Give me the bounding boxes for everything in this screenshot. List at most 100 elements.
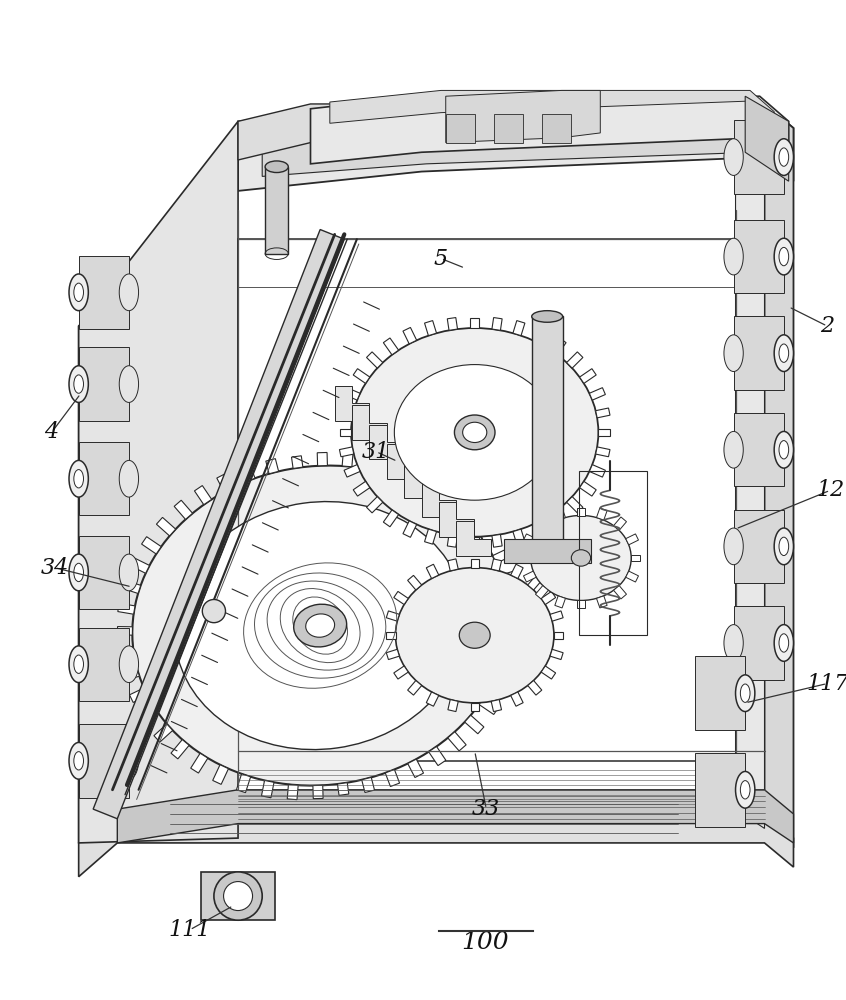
Polygon shape bbox=[425, 321, 437, 336]
Ellipse shape bbox=[294, 604, 347, 647]
Polygon shape bbox=[470, 559, 479, 568]
Polygon shape bbox=[79, 347, 129, 421]
Polygon shape bbox=[412, 467, 427, 486]
Polygon shape bbox=[429, 746, 446, 766]
Polygon shape bbox=[506, 593, 520, 604]
Polygon shape bbox=[154, 724, 173, 742]
Polygon shape bbox=[555, 596, 565, 608]
Ellipse shape bbox=[223, 882, 253, 911]
Ellipse shape bbox=[779, 148, 788, 166]
Polygon shape bbox=[733, 316, 784, 390]
Polygon shape bbox=[344, 465, 360, 477]
Polygon shape bbox=[580, 481, 596, 496]
Ellipse shape bbox=[132, 466, 508, 786]
Ellipse shape bbox=[779, 537, 788, 556]
Polygon shape bbox=[508, 616, 523, 625]
Text: 4: 4 bbox=[45, 421, 58, 443]
Polygon shape bbox=[408, 575, 421, 590]
Polygon shape bbox=[598, 429, 610, 436]
Circle shape bbox=[202, 599, 226, 623]
Text: 100: 100 bbox=[461, 931, 509, 954]
Ellipse shape bbox=[774, 139, 794, 175]
Polygon shape bbox=[141, 537, 162, 554]
Polygon shape bbox=[93, 230, 344, 819]
Polygon shape bbox=[448, 534, 458, 547]
Ellipse shape bbox=[454, 415, 495, 450]
Text: 5: 5 bbox=[434, 248, 448, 270]
Polygon shape bbox=[201, 872, 275, 920]
Polygon shape bbox=[79, 442, 129, 515]
Polygon shape bbox=[330, 90, 774, 123]
Polygon shape bbox=[79, 536, 129, 609]
Polygon shape bbox=[446, 114, 475, 143]
Polygon shape bbox=[577, 508, 585, 516]
Polygon shape bbox=[448, 318, 458, 330]
Polygon shape bbox=[542, 114, 571, 143]
Ellipse shape bbox=[74, 655, 84, 673]
Polygon shape bbox=[596, 408, 610, 418]
Ellipse shape bbox=[735, 771, 755, 808]
Polygon shape bbox=[626, 571, 639, 582]
Polygon shape bbox=[528, 680, 541, 695]
Ellipse shape bbox=[724, 528, 744, 565]
Polygon shape bbox=[261, 780, 274, 798]
Ellipse shape bbox=[571, 550, 591, 566]
Ellipse shape bbox=[735, 675, 755, 712]
Ellipse shape bbox=[779, 441, 788, 459]
Ellipse shape bbox=[69, 460, 88, 497]
Ellipse shape bbox=[532, 311, 563, 322]
Polygon shape bbox=[421, 483, 456, 517]
Polygon shape bbox=[596, 596, 607, 608]
Polygon shape bbox=[733, 120, 784, 194]
Text: 117: 117 bbox=[806, 673, 846, 695]
Polygon shape bbox=[550, 611, 563, 621]
Polygon shape bbox=[335, 386, 370, 421]
Polygon shape bbox=[492, 559, 502, 571]
Ellipse shape bbox=[119, 366, 139, 402]
Polygon shape bbox=[120, 648, 135, 658]
Polygon shape bbox=[425, 529, 437, 544]
Polygon shape bbox=[448, 559, 459, 571]
Polygon shape bbox=[470, 318, 479, 328]
Polygon shape bbox=[262, 114, 779, 176]
Polygon shape bbox=[524, 534, 536, 545]
Polygon shape bbox=[505, 637, 523, 648]
Polygon shape bbox=[456, 521, 492, 556]
Polygon shape bbox=[733, 606, 784, 680]
Polygon shape bbox=[404, 463, 439, 498]
Polygon shape bbox=[366, 352, 383, 368]
Ellipse shape bbox=[740, 684, 750, 702]
Ellipse shape bbox=[724, 431, 744, 468]
Polygon shape bbox=[481, 528, 500, 545]
Polygon shape bbox=[532, 316, 563, 548]
Polygon shape bbox=[339, 429, 351, 436]
Polygon shape bbox=[123, 668, 140, 680]
Ellipse shape bbox=[119, 554, 139, 591]
Polygon shape bbox=[479, 697, 499, 714]
Polygon shape bbox=[354, 369, 370, 383]
Polygon shape bbox=[551, 338, 566, 355]
Polygon shape bbox=[733, 413, 784, 486]
Ellipse shape bbox=[779, 247, 788, 266]
Polygon shape bbox=[241, 465, 255, 482]
Polygon shape bbox=[468, 509, 486, 527]
Polygon shape bbox=[403, 327, 417, 344]
Polygon shape bbox=[745, 96, 788, 181]
Ellipse shape bbox=[74, 375, 84, 393]
Polygon shape bbox=[528, 575, 541, 590]
Polygon shape bbox=[511, 564, 523, 579]
Polygon shape bbox=[79, 809, 794, 877]
Polygon shape bbox=[451, 492, 470, 512]
Polygon shape bbox=[533, 521, 547, 537]
Ellipse shape bbox=[214, 872, 262, 920]
Ellipse shape bbox=[69, 742, 88, 779]
Polygon shape bbox=[492, 318, 503, 330]
Polygon shape bbox=[567, 497, 583, 513]
Polygon shape bbox=[352, 405, 387, 440]
Polygon shape bbox=[344, 388, 360, 400]
Polygon shape bbox=[195, 486, 212, 505]
Ellipse shape bbox=[74, 283, 84, 301]
Ellipse shape bbox=[724, 238, 744, 275]
Polygon shape bbox=[393, 591, 409, 605]
Polygon shape bbox=[541, 666, 556, 679]
